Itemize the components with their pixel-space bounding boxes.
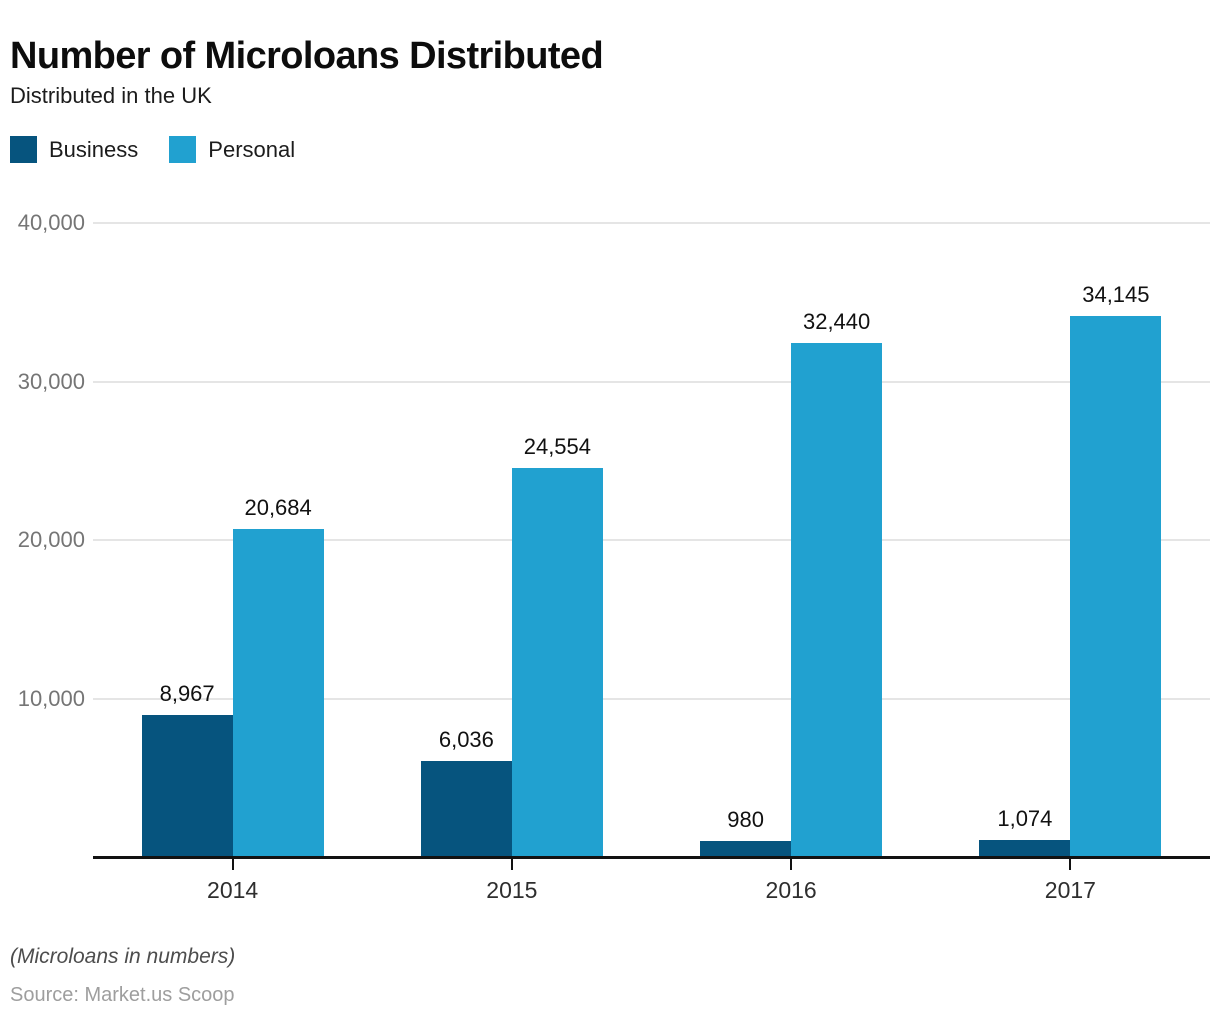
legend-item-personal: Personal (169, 136, 295, 163)
bar-personal-2015 (511, 467, 603, 857)
bar-value-label-business-2017: 1,074 (997, 805, 1053, 831)
chart-title: Number of Microloans Distributed (10, 35, 604, 78)
x-axis-label-2017: 2017 (1044, 877, 1096, 903)
legend-swatch-personal (169, 136, 197, 163)
bar-value-label-personal-2016: 32,440 (802, 308, 871, 334)
x-axis-label-2016: 2016 (765, 877, 817, 903)
x-axis-label-2015: 2015 (486, 877, 538, 903)
legend-swatch-business (10, 136, 37, 163)
bar-value-label-business-2014: 8,967 (159, 680, 215, 706)
x-axis-tick-2015 (510, 859, 513, 870)
legend-label-business: Business (49, 136, 139, 162)
x-axis-tick-2016 (790, 859, 793, 870)
legend-label-personal: Personal (208, 136, 296, 162)
x-axis-tick-2014 (231, 859, 234, 870)
bar-personal-2017 (1070, 315, 1162, 857)
source-credit: Source: Market.us Scoop (10, 984, 235, 1006)
legend-item-business: Business (10, 136, 138, 163)
bar-value-label-business-2015: 6,036 (438, 727, 494, 753)
y-axis-label-40000: 40,000 (17, 210, 85, 235)
y-axis-label-30000: 30,000 (17, 368, 85, 394)
gridline-30000 (93, 380, 1210, 383)
bar-value-label-business-2016: 980 (727, 807, 764, 833)
gridline-10000 (93, 697, 1210, 700)
chart-subtitle: Distributed in the UK (10, 83, 212, 108)
x-axis-label-2014: 2014 (207, 877, 259, 903)
bar-personal-2014 (232, 529, 324, 857)
gridline-20000 (93, 539, 1210, 541)
x-axis-tick-2017 (1069, 859, 1072, 870)
x-axis-line (93, 856, 1210, 859)
bar-personal-2016 (791, 342, 883, 857)
bar-value-label-personal-2015: 24,554 (523, 433, 592, 459)
bar-value-label-personal-2014: 20,684 (244, 495, 312, 521)
gridline-40000 (93, 222, 1210, 224)
bar-business-2017 (979, 839, 1071, 857)
legend: Business Personal (10, 136, 295, 163)
bar-business-2016 (700, 841, 792, 857)
y-axis-label-10000: 10,000 (17, 685, 85, 711)
bar-value-label-personal-2017: 34,145 (1082, 281, 1150, 307)
bar-business-2014 (141, 714, 233, 857)
y-axis-label-20000: 20,000 (17, 527, 85, 552)
bar-business-2015 (420, 761, 512, 857)
units-note: (Microloans in numbers) (10, 945, 236, 968)
